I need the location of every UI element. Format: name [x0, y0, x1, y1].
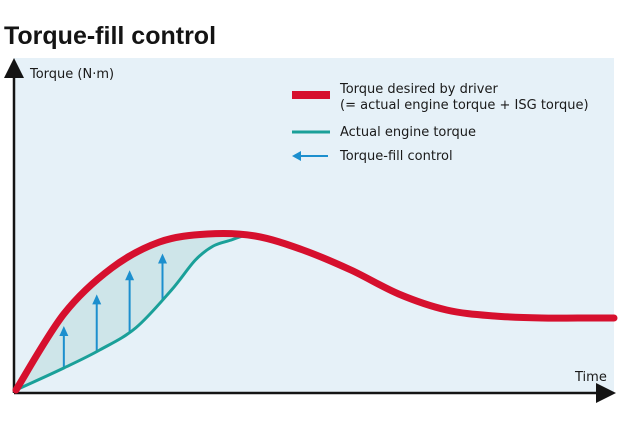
torque-fill-arrowhead-1	[59, 326, 69, 336]
legend-label-actual: Actual engine torque	[340, 125, 476, 140]
legend: Torque desired by driver (= actual engin…	[292, 82, 589, 164]
legend-label-torque-fill: Torque-fill control	[339, 149, 453, 164]
legend-arrowhead-torque-fill	[292, 151, 301, 161]
series-line-actual-engine-torque	[14, 234, 257, 392]
torque-fill-region	[16, 233, 256, 390]
torque-fill-arrows	[59, 253, 168, 368]
chart-title: Torque-fill control	[4, 22, 216, 50]
legend-label-desired-line2: (= actual engine torque + ISG torque)	[340, 98, 589, 113]
torque-fill-arrowhead-3	[125, 270, 135, 281]
series-line-torque-desired	[12, 229, 618, 394]
torque-fill-arrowhead-4	[158, 253, 168, 264]
y-axis-label: Torque (N·m)	[29, 67, 114, 82]
legend-label-desired: Torque desired by driver	[339, 82, 498, 97]
torque-fill-arrowhead-2	[92, 294, 102, 305]
x-axis-label: Time	[574, 370, 607, 385]
